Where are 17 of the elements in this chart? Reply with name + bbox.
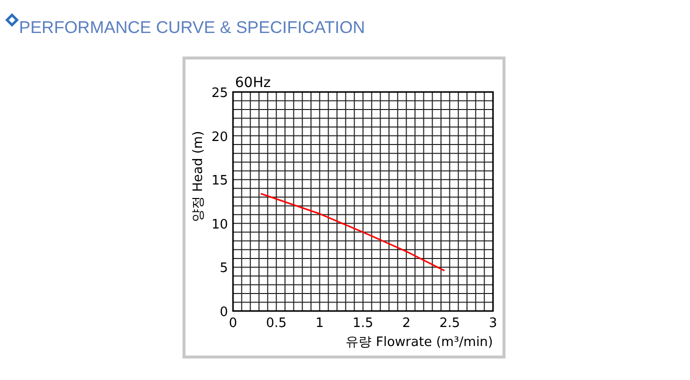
y-tick-label: 15 [211,174,228,189]
x-tick-label: 3 [488,316,498,331]
x-tick-label: 2 [402,316,410,331]
y-tick-label: 5 [220,261,228,276]
x-axis-title: 유량 Flowrate (m³/min) [346,335,493,350]
x-tick-label: 2.5 [439,316,460,331]
y-tick-label: 25 [211,86,228,101]
chart-title: PERFORMANCE CURVE & SPECIFICATION [19,18,366,37]
y-tick-label: 0 [220,305,228,320]
y-tick-label: 20 [211,130,228,145]
y-axis-title: 양정 Head (m) [191,130,206,222]
x-tick-label: 1 [316,316,324,331]
x-tick-label: 1.5 [352,316,374,331]
text: 60Hz [235,75,271,91]
line-series [260,192,446,272]
y-tick-label: 10 [211,217,228,232]
x-tick-label: 0.5 [266,316,287,331]
